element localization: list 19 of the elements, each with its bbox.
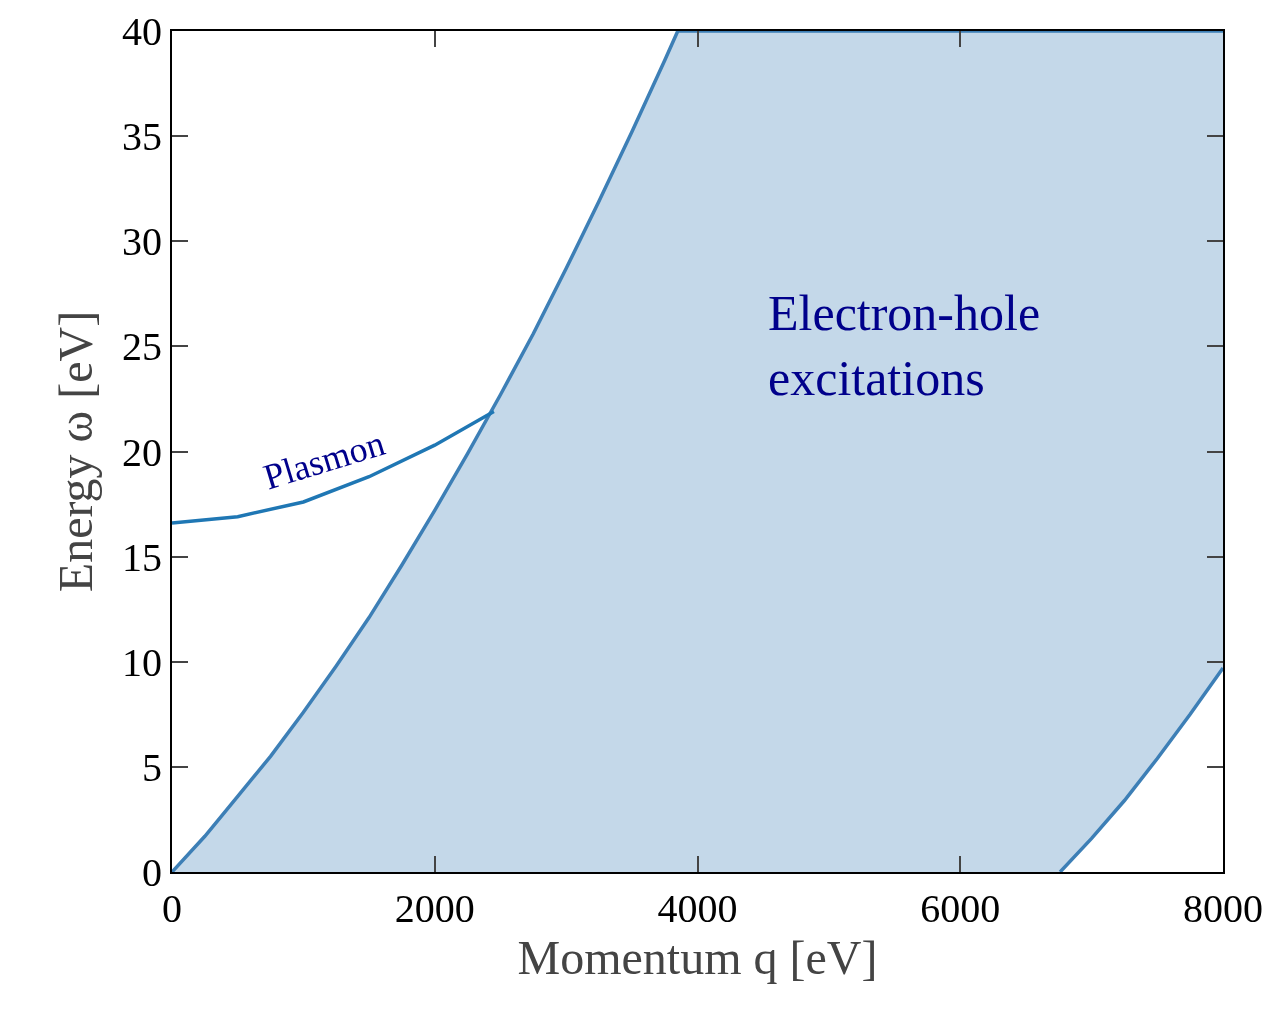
y-axis-title: Energy ω [eV] bbox=[49, 310, 103, 593]
annotation: Plasmon bbox=[258, 422, 390, 498]
y-tick-label: 15 bbox=[122, 534, 162, 580]
x-tick-label: 2000 bbox=[394, 886, 475, 931]
y-tick-label: 25 bbox=[122, 324, 162, 370]
x-tick-label: 4000 bbox=[657, 886, 738, 931]
y-tick-label: 5 bbox=[142, 744, 162, 790]
y-tick-label: 35 bbox=[122, 114, 162, 160]
x-tick-label: 8000 bbox=[1183, 886, 1263, 931]
line-series bbox=[172, 409, 496, 525]
y-tick-label: 30 bbox=[122, 219, 162, 265]
x-tick-label: 6000 bbox=[920, 886, 1001, 931]
y-tick-label: 0 bbox=[142, 850, 162, 895]
y-tick-label: 40 bbox=[122, 9, 162, 54]
line-series bbox=[1058, 666, 1223, 872]
y-tick-label: 10 bbox=[122, 639, 162, 685]
y-tick-label: 20 bbox=[122, 429, 162, 475]
annotation: Electron-hole excitations bbox=[768, 285, 1041, 406]
x-axis-title: Momentum q [eV] bbox=[517, 931, 878, 984]
